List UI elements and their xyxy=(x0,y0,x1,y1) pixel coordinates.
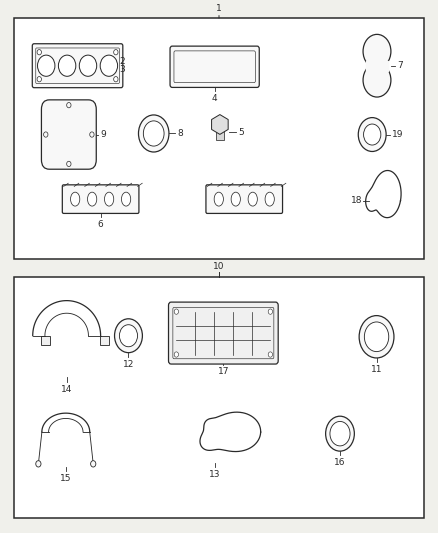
Text: 13: 13 xyxy=(209,470,220,479)
Circle shape xyxy=(330,422,350,446)
Circle shape xyxy=(268,352,272,357)
Text: 19: 19 xyxy=(392,130,403,139)
FancyBboxPatch shape xyxy=(170,46,259,87)
Text: 8: 8 xyxy=(178,129,184,138)
FancyBboxPatch shape xyxy=(42,100,96,169)
Text: 10: 10 xyxy=(213,262,225,271)
Circle shape xyxy=(91,461,96,467)
Text: 11: 11 xyxy=(371,365,382,374)
Text: 6: 6 xyxy=(98,220,103,229)
Circle shape xyxy=(143,121,164,146)
Circle shape xyxy=(359,316,394,358)
Ellipse shape xyxy=(265,192,274,206)
Circle shape xyxy=(174,309,179,314)
Circle shape xyxy=(79,55,97,76)
Circle shape xyxy=(100,55,117,76)
Circle shape xyxy=(37,50,42,55)
FancyBboxPatch shape xyxy=(173,308,274,359)
Text: 1: 1 xyxy=(216,4,222,13)
FancyBboxPatch shape xyxy=(206,185,283,213)
Circle shape xyxy=(38,55,55,76)
FancyBboxPatch shape xyxy=(169,302,278,364)
Text: 9: 9 xyxy=(101,130,106,139)
Ellipse shape xyxy=(105,192,114,206)
Circle shape xyxy=(67,161,71,167)
Text: 16: 16 xyxy=(334,458,346,467)
Circle shape xyxy=(363,63,391,97)
FancyBboxPatch shape xyxy=(62,185,139,213)
Circle shape xyxy=(120,325,138,347)
Polygon shape xyxy=(212,115,228,134)
Circle shape xyxy=(36,461,41,467)
Circle shape xyxy=(363,34,391,68)
Circle shape xyxy=(114,77,118,82)
Ellipse shape xyxy=(71,192,80,206)
Circle shape xyxy=(174,352,179,357)
Bar xyxy=(14,18,424,259)
FancyBboxPatch shape xyxy=(32,44,123,88)
Text: 3: 3 xyxy=(120,66,126,75)
Ellipse shape xyxy=(214,192,223,206)
Text: 17: 17 xyxy=(218,367,229,376)
FancyBboxPatch shape xyxy=(36,48,119,84)
FancyBboxPatch shape xyxy=(174,51,255,83)
Text: 14: 14 xyxy=(61,385,72,394)
Circle shape xyxy=(37,77,42,82)
Circle shape xyxy=(364,322,389,352)
Text: 18: 18 xyxy=(351,196,363,205)
Circle shape xyxy=(138,115,169,152)
Text: 12: 12 xyxy=(123,360,134,368)
Ellipse shape xyxy=(231,192,240,206)
Ellipse shape xyxy=(121,192,131,206)
Text: 2: 2 xyxy=(120,57,125,66)
Ellipse shape xyxy=(248,192,258,206)
Circle shape xyxy=(115,319,142,353)
Text: 5: 5 xyxy=(238,128,244,137)
Text: 15: 15 xyxy=(60,474,71,483)
Circle shape xyxy=(114,50,118,55)
Bar xyxy=(100,336,109,345)
Circle shape xyxy=(67,102,71,108)
Circle shape xyxy=(358,118,386,151)
Ellipse shape xyxy=(88,192,97,206)
Bar xyxy=(14,278,424,519)
Bar xyxy=(366,61,388,71)
Circle shape xyxy=(325,416,354,451)
Bar xyxy=(42,336,50,345)
Bar xyxy=(215,131,224,140)
Circle shape xyxy=(364,124,381,145)
Text: 7: 7 xyxy=(397,61,403,70)
Circle shape xyxy=(268,309,272,314)
Text: 4: 4 xyxy=(212,94,217,103)
Circle shape xyxy=(58,55,76,76)
Circle shape xyxy=(44,132,48,137)
Circle shape xyxy=(90,132,94,137)
